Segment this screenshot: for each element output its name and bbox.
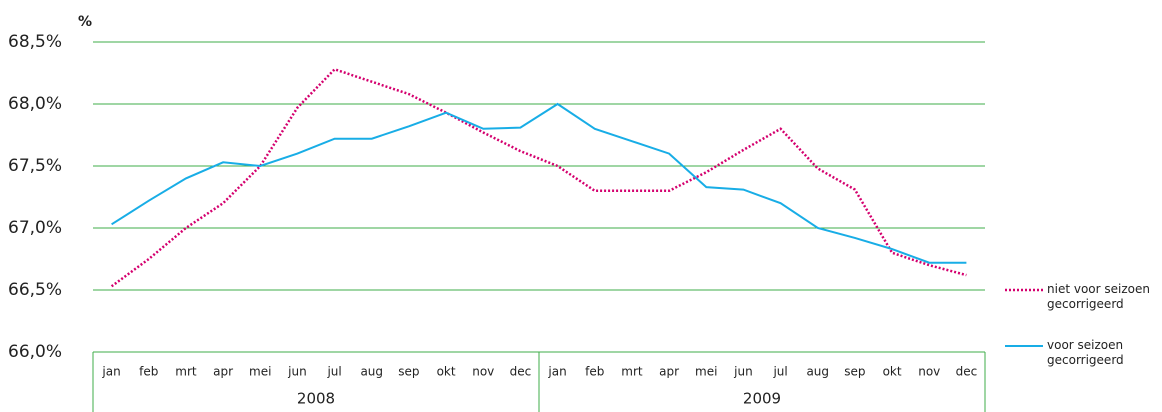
- x-tick-label: jan: [101, 365, 120, 379]
- x-tick-label: mei: [249, 365, 271, 379]
- x-tick-label: jun: [733, 365, 753, 379]
- y-tick-label: 68,0%: [8, 94, 62, 114]
- x-tick-label: dec: [956, 365, 978, 379]
- x-tick-label: jun: [287, 365, 307, 379]
- x-tick-label: jul: [772, 365, 787, 379]
- year-label: 2008: [297, 390, 335, 408]
- x-tick-label: nov: [472, 365, 494, 379]
- y-tick-label: 67,0%: [8, 218, 62, 238]
- series-line: [111, 102, 967, 264]
- legend-label: voor seizoen gecorrigeerd: [1047, 338, 1124, 367]
- x-tick-label: apr: [659, 365, 679, 379]
- x-tick-label: sep: [844, 365, 865, 379]
- y-tick-label: 66,0%: [8, 342, 62, 362]
- x-tick-label: feb: [139, 365, 158, 379]
- y-tick-label: 68,5%: [8, 32, 62, 52]
- y-tick-label: 67,5%: [8, 156, 62, 176]
- y-unit: %: [78, 14, 92, 30]
- x-tick-label: nov: [918, 365, 940, 379]
- x-tick-label: mei: [695, 365, 717, 379]
- x-tick-label: sep: [398, 365, 419, 379]
- legend-label: niet voor seizoen gecorrigeerd: [1047, 282, 1150, 311]
- x-tick-label: okt: [883, 365, 902, 379]
- x-tick-label: okt: [437, 365, 456, 379]
- x-tick-label: feb: [585, 365, 604, 379]
- year-label: 2009: [743, 390, 781, 408]
- x-tick-label: aug: [360, 365, 383, 379]
- x-tick-label: apr: [213, 365, 233, 379]
- series-line: [110, 67, 967, 288]
- x-tick-label: jan: [547, 365, 566, 379]
- y-tick-label: 66,5%: [8, 280, 62, 300]
- x-tick-label: mrt: [175, 365, 197, 379]
- x-tick-label: dec: [510, 365, 532, 379]
- x-tick-label: jul: [326, 365, 341, 379]
- x-tick-label: mrt: [621, 365, 643, 379]
- x-tick-label: aug: [806, 365, 829, 379]
